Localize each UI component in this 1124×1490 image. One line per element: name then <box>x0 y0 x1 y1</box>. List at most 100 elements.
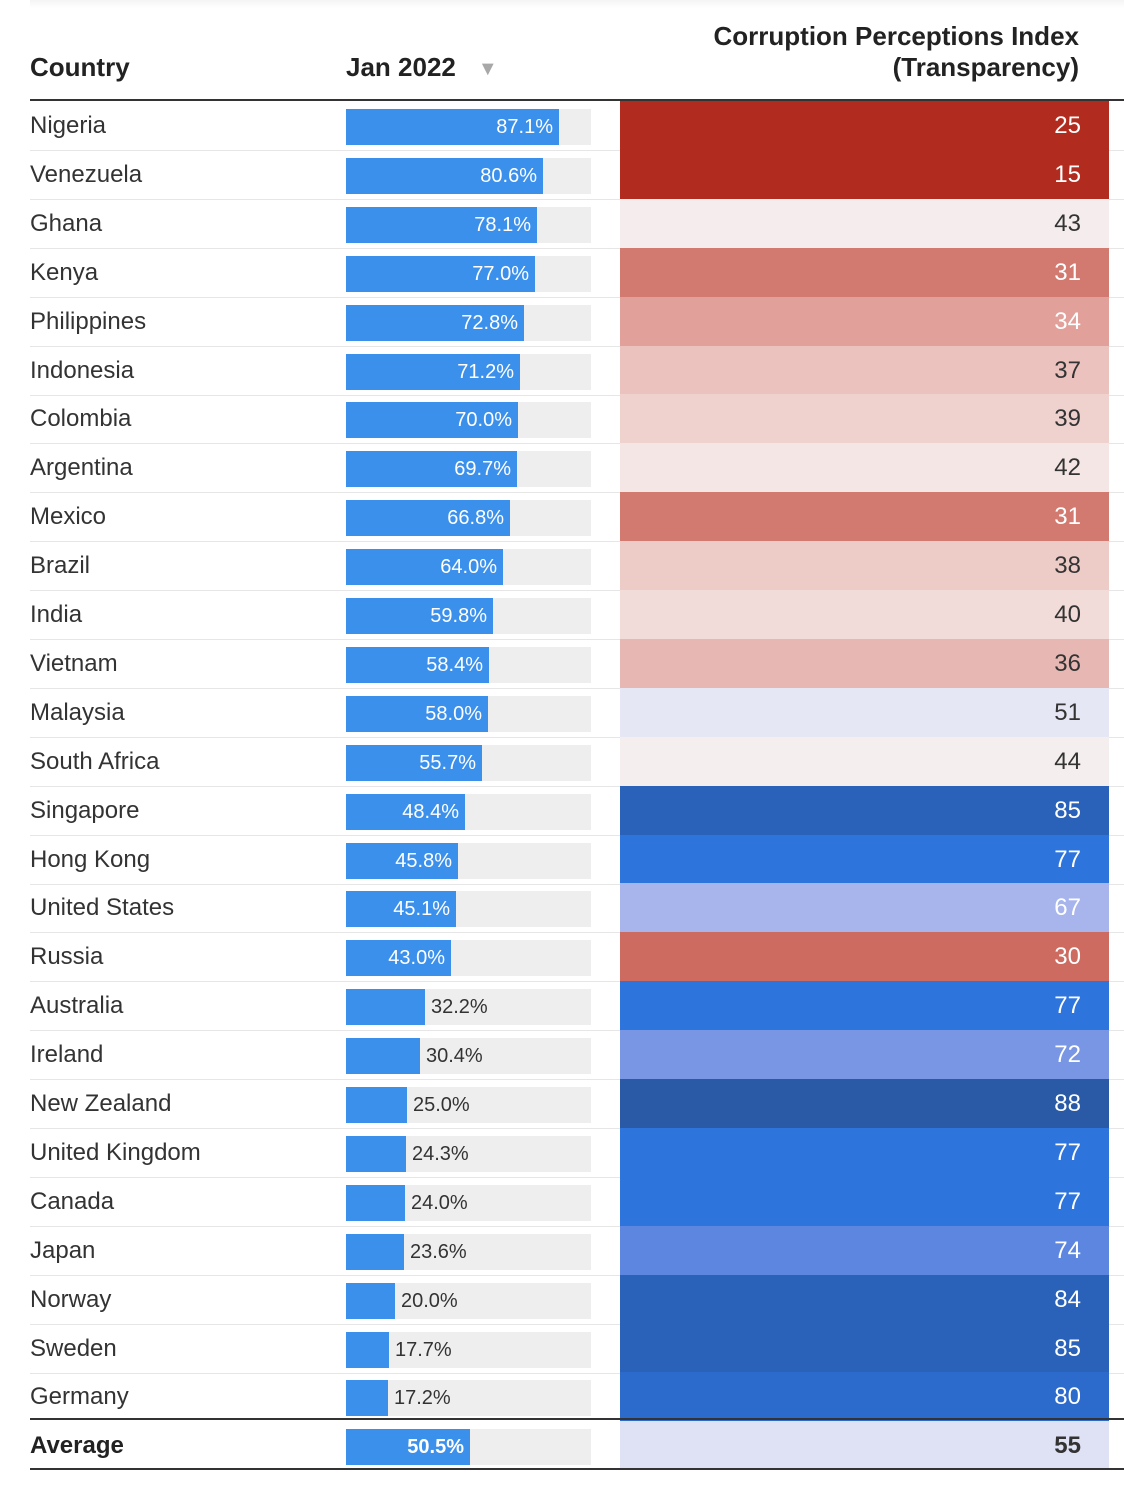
bar-value-label: 70.0% <box>455 409 512 431</box>
country-name: United Kingdom <box>30 1139 201 1166</box>
bar-fill <box>346 256 535 292</box>
cpi-cell: 72 <box>620 1030 1109 1079</box>
country-name: Hong Kong <box>30 846 151 873</box>
cpi-value: 72 <box>1054 1041 1081 1068</box>
country-name: Japan <box>30 1237 96 1264</box>
bar-value-label: 59.8% <box>430 605 487 627</box>
table-row[interactable]: Vietnam 58.4% 36 <box>30 639 1124 689</box>
bar-fill <box>346 1380 388 1416</box>
table-row[interactable]: Canada 24.0% 77 <box>30 1177 1124 1227</box>
table-row[interactable]: Sweden 17.7% 85 <box>30 1324 1124 1374</box>
column-header-jan-2022[interactable]: Jan 2022 ▼ <box>346 52 498 86</box>
country-name: Sweden <box>30 1335 117 1362</box>
bar-track: 25.0% <box>346 1087 591 1123</box>
table-row[interactable]: Kenya 77.0% 31 <box>30 248 1124 298</box>
bar-track: 17.7% <box>346 1332 591 1368</box>
country-name: Russia <box>30 943 104 970</box>
bar-value-label: 69.7% <box>454 458 511 480</box>
table-row[interactable]: Philippines 72.8% 34 <box>30 297 1124 347</box>
bar-value-label: 24.3% <box>412 1143 469 1165</box>
bar-fill <box>346 158 543 194</box>
table-row[interactable]: Ghana 78.1% 43 <box>30 199 1124 249</box>
bar-track: 32.2% <box>346 989 591 1025</box>
average-rule <box>30 1418 1124 1420</box>
country-name: Malaysia <box>30 699 125 726</box>
table-row[interactable]: Japan 23.6% 74 <box>30 1226 1124 1276</box>
table-row[interactable]: Nigeria 87.1% 25 <box>30 101 1124 151</box>
table-row[interactable]: Ireland 30.4% 72 <box>30 1030 1124 1080</box>
table-row[interactable]: Venezuela 80.6% 15 <box>30 150 1124 200</box>
table-row[interactable]: Australia 32.2% 77 <box>30 981 1124 1031</box>
bar-value-label: 17.2% <box>394 1387 451 1409</box>
country-name: Kenya <box>30 259 99 286</box>
table-row[interactable]: Germany 17.2% 80 <box>30 1372 1124 1421</box>
country-name: South Africa <box>30 748 160 775</box>
country-name: Singapore <box>30 797 140 824</box>
cpi-cell: 31 <box>620 248 1109 297</box>
bar-track: 69.7% <box>346 451 591 487</box>
cpi-cell: 42 <box>620 443 1109 492</box>
column-header-cpi[interactable]: Corruption Perceptions Index (Transparenc… <box>714 21 1080 83</box>
bar-fill <box>346 940 451 976</box>
table-row[interactable]: Hong Kong 45.8% 77 <box>30 835 1124 885</box>
bar-fill <box>346 109 559 145</box>
bar-fill <box>346 598 493 634</box>
table-row[interactable]: Colombia 70.0% 39 <box>30 394 1124 444</box>
country-name: Norway <box>30 1286 112 1313</box>
bar-fill <box>346 451 517 487</box>
bar-value-label: 25.0% <box>413 1094 470 1116</box>
bar-track: 59.8% <box>346 598 591 634</box>
cpi-value: 67 <box>1054 894 1081 921</box>
cpi-cell: 77 <box>620 981 1109 1030</box>
table-row[interactable]: Argentina 69.7% 42 <box>30 443 1124 493</box>
cpi-value: 39 <box>1054 405 1081 432</box>
cpi-cell: 39 <box>620 394 1109 443</box>
cpi-cell: 74 <box>620 1226 1109 1275</box>
cpi-cell: 55 <box>620 1421 1109 1470</box>
table-row[interactable]: India 59.8% 40 <box>30 590 1124 640</box>
average-row[interactable]: Average 50.5% 55 <box>30 1421 1124 1470</box>
country-name: Venezuela <box>30 161 143 188</box>
bar-fill <box>346 1038 420 1074</box>
bar-fill <box>346 402 518 438</box>
cpi-cell: 67 <box>620 883 1109 932</box>
table-row[interactable]: South Africa 55.7% 44 <box>30 737 1124 787</box>
cpi-value: 30 <box>1054 943 1081 970</box>
country-name: New Zealand <box>30 1090 172 1117</box>
country-name: United States <box>30 894 175 921</box>
bar-value-label: 87.1% <box>496 116 553 138</box>
bar-track: 50.5% <box>346 1429 591 1465</box>
cpi-value: 37 <box>1054 357 1081 384</box>
cpi-cell: 15 <box>620 150 1109 199</box>
table-row[interactable]: Brazil 64.0% 38 <box>30 541 1124 591</box>
bar-fill <box>346 794 465 830</box>
country-name: Colombia <box>30 405 132 432</box>
cpi-cell: 40 <box>620 590 1109 639</box>
table-row[interactable]: Singapore 48.4% 85 <box>30 786 1124 836</box>
table-row[interactable]: United Kingdom 24.3% 77 <box>30 1128 1124 1178</box>
table-row[interactable]: New Zealand 25.0% 88 <box>30 1079 1124 1129</box>
bar-track: 70.0% <box>346 402 591 438</box>
bar-track: 64.0% <box>346 549 591 585</box>
bar-fill <box>346 305 524 341</box>
country-name: Australia <box>30 992 124 1019</box>
bar-fill <box>346 207 537 243</box>
bar-value-label: 58.0% <box>425 703 482 725</box>
bar-fill <box>346 549 503 585</box>
cpi-value: 85 <box>1054 797 1081 824</box>
bar-value-label: 66.8% <box>447 507 504 529</box>
bar-track: 43.0% <box>346 940 591 976</box>
country-name: India <box>30 601 83 628</box>
column-header-country[interactable]: Country <box>30 52 130 82</box>
table-row[interactable]: Russia 43.0% 30 <box>30 932 1124 982</box>
sort-descending-icon[interactable]: ▼ <box>477 58 498 80</box>
bar-fill <box>346 1332 389 1368</box>
column-header-cpi-line1: Corruption Perceptions Index <box>713 21 1080 51</box>
bar-value-label: 43.0% <box>388 947 445 969</box>
header-rule <box>30 99 1124 101</box>
table-row[interactable]: Malaysia 58.0% 51 <box>30 688 1124 738</box>
table-row[interactable]: Norway 20.0% 84 <box>30 1275 1124 1325</box>
table-row[interactable]: Mexico 66.8% 31 <box>30 492 1124 542</box>
table-row[interactable]: Indonesia 71.2% 37 <box>30 346 1124 396</box>
table-row[interactable]: United States 45.1% 67 <box>30 883 1124 933</box>
